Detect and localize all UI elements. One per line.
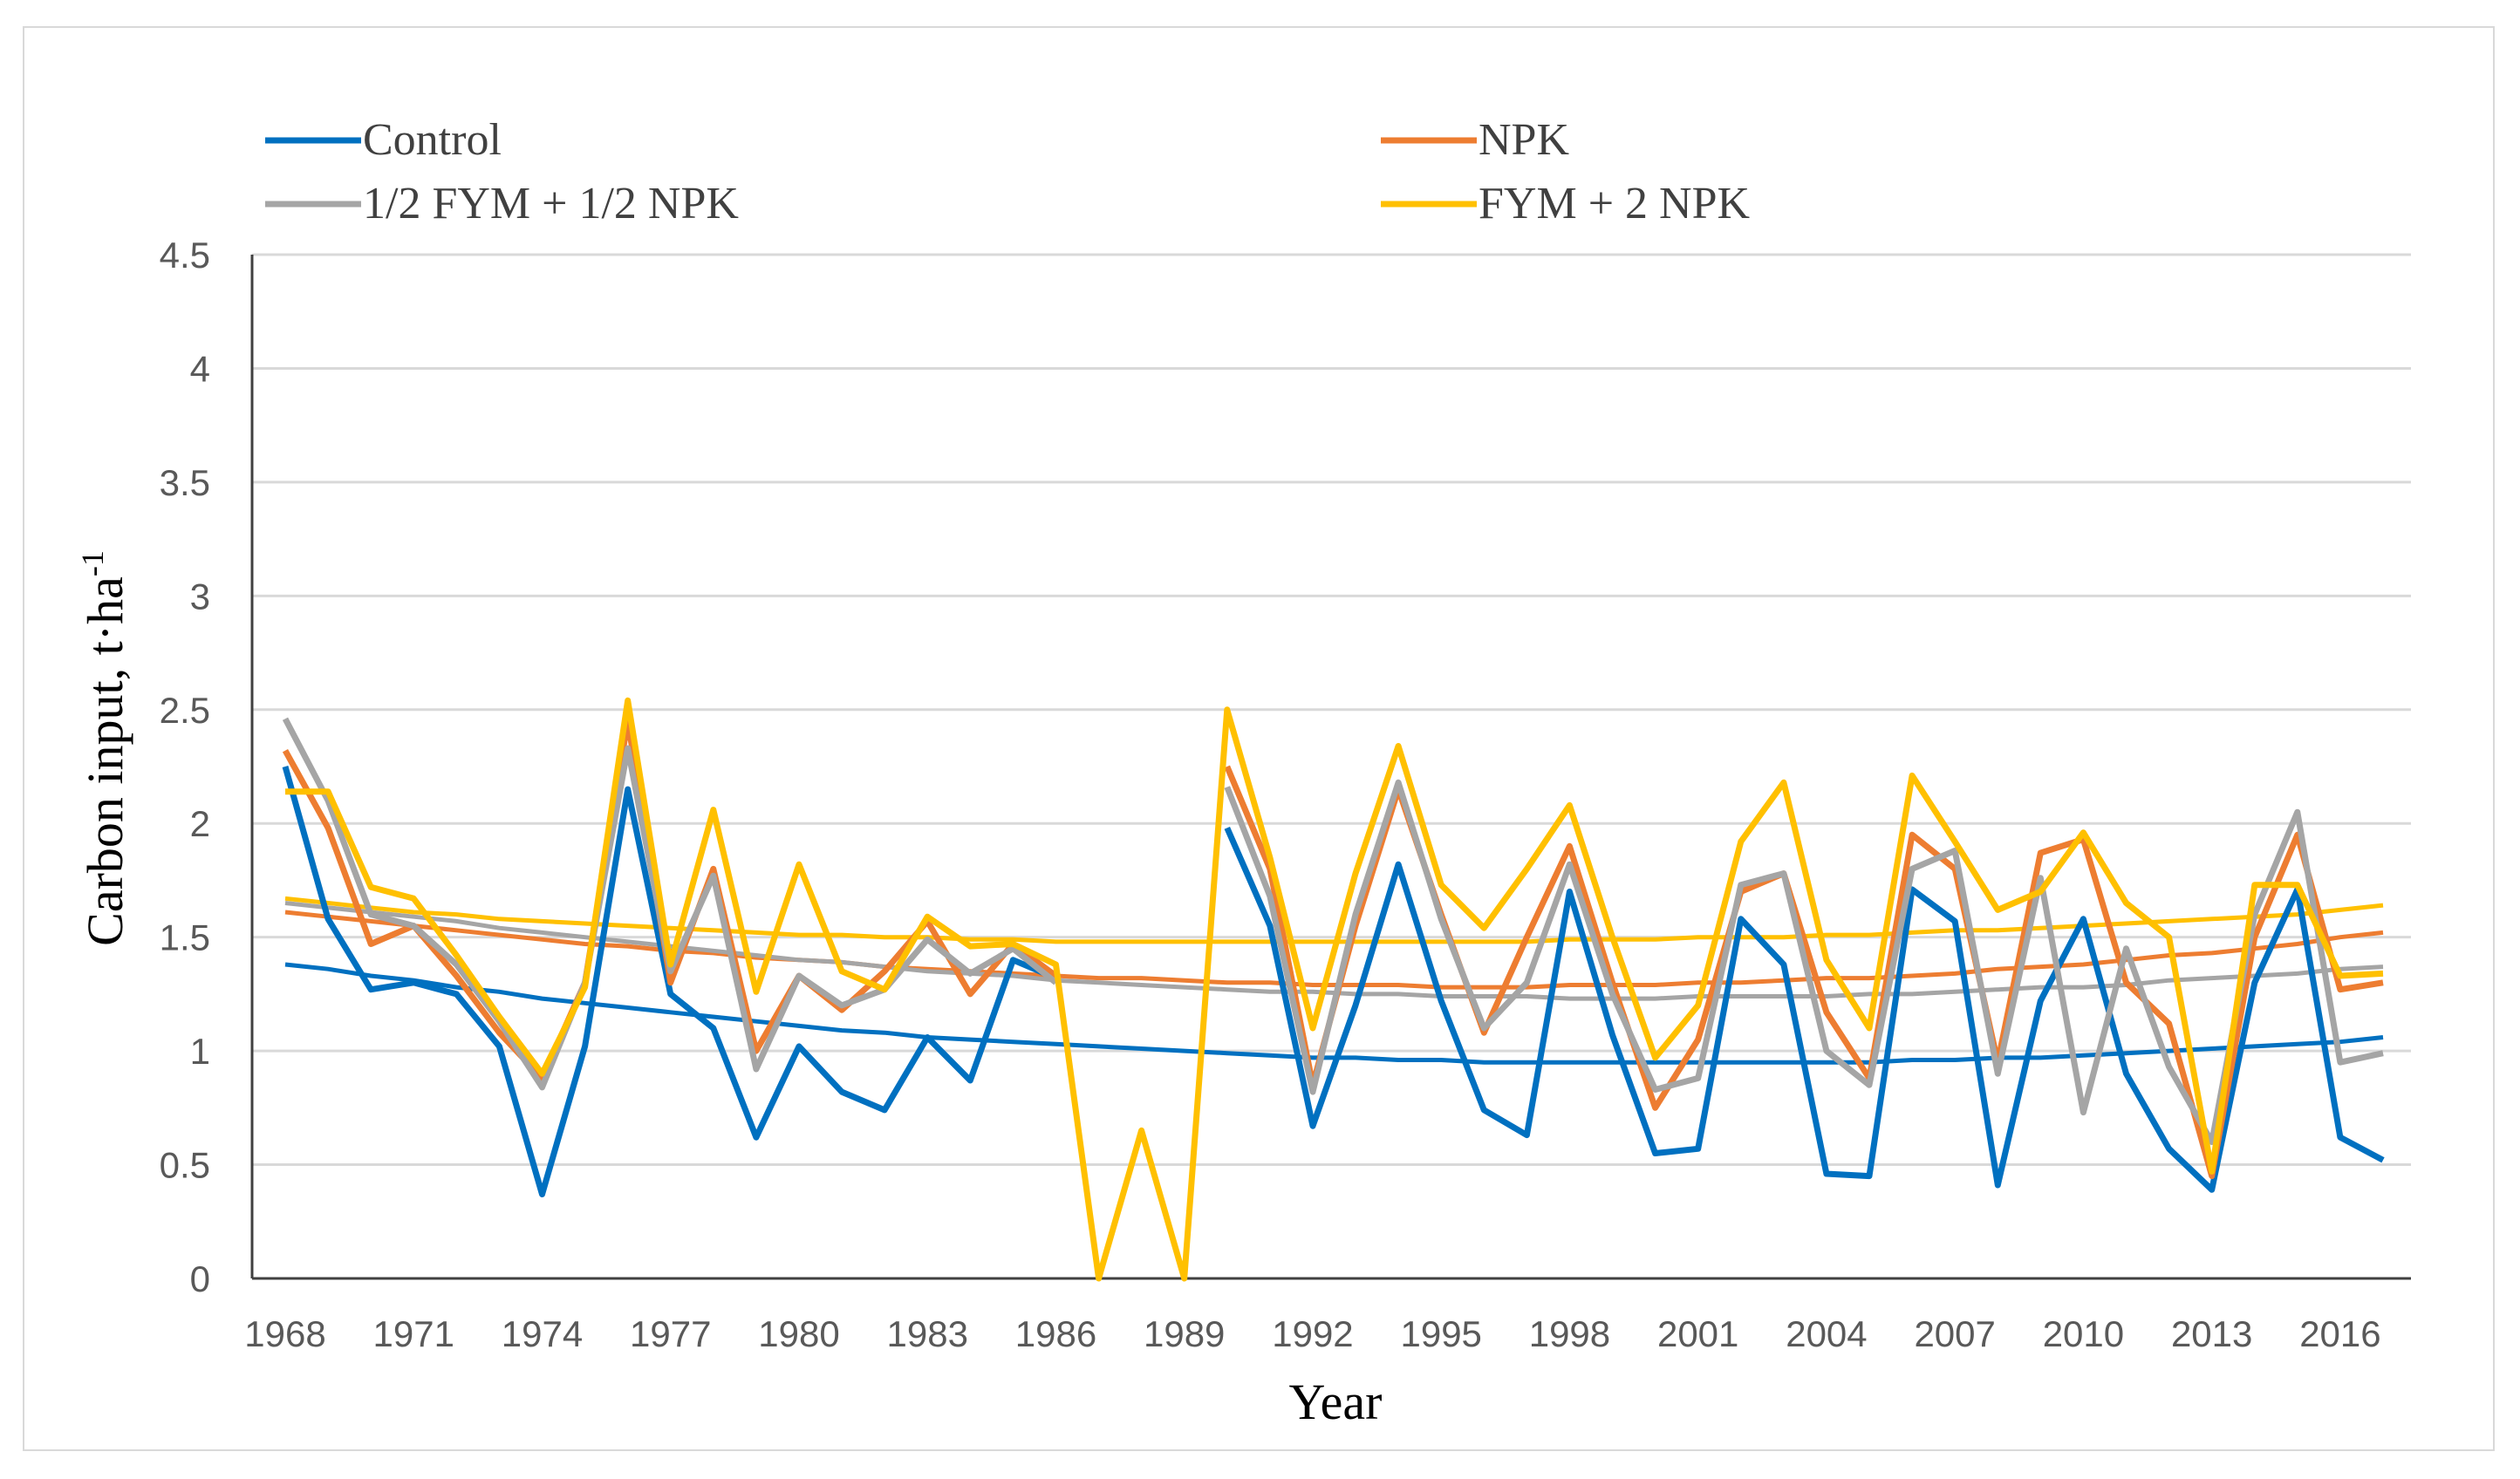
x-tick-label: 1995 bbox=[1400, 1313, 1481, 1354]
y-tick-labels: 0 0.5 1 1.5 2 2.5 3 3.5 4 4.5 bbox=[160, 235, 210, 1299]
x-tick-label: 1971 bbox=[373, 1313, 454, 1354]
y-tick-label: 3 bbox=[190, 576, 210, 617]
x-tick-label: 2010 bbox=[2043, 1313, 2124, 1354]
y-tick-label: 4 bbox=[190, 348, 210, 389]
x-tick-label: 1983 bbox=[887, 1313, 968, 1354]
series-line-control bbox=[282, 766, 2385, 1197]
chart-frame: 0 0.5 1 1.5 2 2.5 3 3.5 4 4.5 1968 1971 1974 1977 198… bbox=[23, 26, 2495, 1451]
legend-label-1-2-fym-1-2-npk: 1/2 FYM + 1/2 NPK bbox=[363, 179, 739, 228]
series-line-1-2-fym-1-2-npk bbox=[282, 717, 2384, 1145]
trend-line-npk bbox=[284, 910, 2384, 990]
y-tick-label: 0.5 bbox=[160, 1145, 210, 1186]
x-tick-label: 1980 bbox=[758, 1313, 839, 1354]
gridlines bbox=[252, 253, 2411, 1167]
x-tick-label: 1986 bbox=[1015, 1313, 1096, 1354]
y-axis-title-superscript: -1 bbox=[75, 550, 110, 576]
legend-label-npk: NPK bbox=[1479, 115, 1569, 165]
y-axis-title: Carbon input, t·ha-1 bbox=[75, 550, 133, 946]
data-series bbox=[282, 697, 2385, 1282]
y-tick-label: 4.5 bbox=[160, 235, 210, 276]
x-tick-labels: 1968 1971 1974 1977 1980 1983 1986 1989 1992 1995… bbox=[244, 1313, 2380, 1354]
legend-label-control: Control bbox=[363, 115, 502, 165]
series-line-fym-2-npk bbox=[285, 697, 2384, 1282]
x-tick-label: 2007 bbox=[1914, 1313, 1995, 1354]
x-tick-label: 1977 bbox=[630, 1313, 711, 1354]
x-tick-label: 1998 bbox=[1529, 1313, 1610, 1354]
y-tick-label: 2.5 bbox=[160, 690, 210, 731]
axes bbox=[250, 255, 2411, 1280]
x-tick-label: 1989 bbox=[1144, 1313, 1225, 1354]
legend-label-fym-2-npk: FYM + 2 NPK bbox=[1479, 179, 1751, 228]
x-tick-label: 2013 bbox=[2171, 1313, 2252, 1354]
line-chart: 0 0.5 1 1.5 2 2.5 3 3.5 4 4.5 1968 1971 1974 1977 198… bbox=[75, 115, 2411, 1430]
x-tick-label: 2001 bbox=[1657, 1313, 1738, 1354]
x-tick-label: 2004 bbox=[1786, 1313, 1867, 1354]
x-tick-label: 1968 bbox=[244, 1313, 325, 1354]
legend: Control NPK 1/2 FYM + 1/2 NPK FYM + 2 NPK bbox=[265, 115, 1751, 228]
y-tick-label: 1 bbox=[190, 1031, 210, 1072]
y-tick-label: 0 bbox=[190, 1258, 210, 1299]
x-axis-title: Year bbox=[1289, 1373, 1383, 1430]
y-axis-title-group: Carbon input, t·ha-1 bbox=[75, 550, 133, 946]
y-axis-title-text: Carbon input, t·ha bbox=[77, 576, 133, 946]
x-tick-label: 1974 bbox=[502, 1313, 583, 1354]
y-tick-label: 2 bbox=[190, 803, 210, 844]
x-tick-label: 1992 bbox=[1272, 1313, 1353, 1354]
y-tick-label: 3.5 bbox=[160, 462, 210, 503]
y-tick-label: 1.5 bbox=[160, 917, 210, 958]
x-tick-label: 2016 bbox=[2299, 1313, 2380, 1354]
